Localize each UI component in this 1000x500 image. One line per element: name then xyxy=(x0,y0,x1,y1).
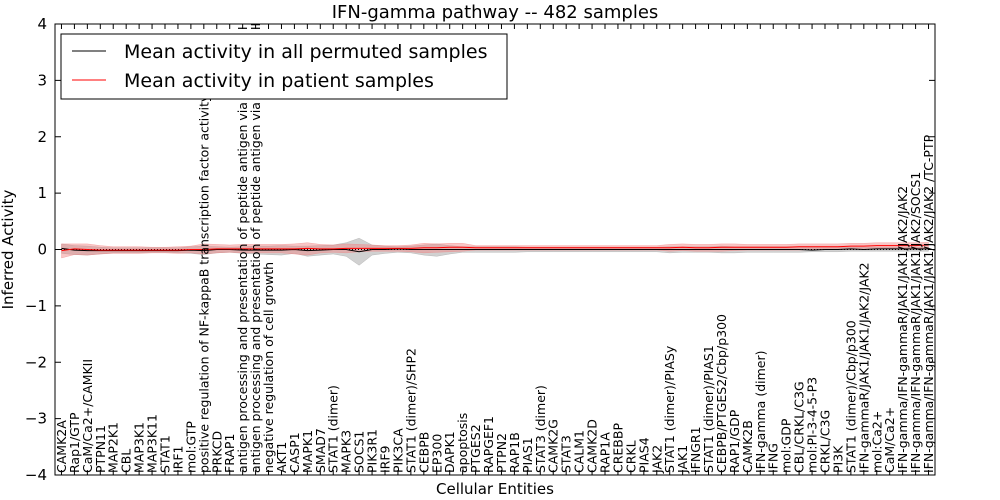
x-tick-label: JAK2 xyxy=(649,445,664,474)
x-tick-label: EP300 xyxy=(429,434,444,473)
x-tick-label: mol:GDP xyxy=(779,418,794,473)
x-tick-label: STAT1 (dimer)/PIAS1 xyxy=(701,345,716,473)
legend-label-1: Mean activity in all permuted samples xyxy=(124,41,487,63)
x-tick-label: IFN-gamma/IFN-gammaR/JAK1/JAK1/JAK2/JAK2 xyxy=(895,186,910,473)
y-tick-label: −1 xyxy=(25,297,47,315)
x-tick-label: STAT1 (dimer)/Cbp/p300 xyxy=(843,320,858,473)
x-tick-label: CBL xyxy=(119,449,134,473)
legend-label-2: Mean activity in patient samples xyxy=(124,70,434,92)
x-tick-label: SOCS1 xyxy=(352,431,367,473)
y-axis-label: Inferred Activity xyxy=(0,189,17,309)
x-tick-label: JAK1 xyxy=(675,445,690,474)
x-tick-label: MAPK3 xyxy=(339,430,354,473)
y-tick-label: 4 xyxy=(37,15,47,33)
y-tick-label: −3 xyxy=(25,410,47,428)
x-tick-label: CRKL/C3G xyxy=(818,410,833,473)
series-band-1 xyxy=(61,237,929,266)
x-tick-label: STAT1 (dimer) xyxy=(326,385,341,473)
x-tick-label: MAP2K1 xyxy=(106,422,121,473)
chart-title: IFN-gamma pathway -- 482 samples xyxy=(332,2,659,23)
x-tick-label: CALM1 xyxy=(572,430,587,473)
y-tick-label: 3 xyxy=(37,71,47,89)
x-tick-label: IFN-gamma (dimer) xyxy=(753,351,768,474)
x-tick-label: CEBPB xyxy=(416,432,431,473)
x-tick-label: PTGES2 xyxy=(468,424,483,473)
x-tick-label: STAT1 (dimer)/PIASy xyxy=(662,345,677,473)
x-tick-label: DAPK1 xyxy=(442,431,457,473)
x-tick-label: STAT1 xyxy=(158,435,173,473)
x-tick-label: RAP1A xyxy=(598,432,613,473)
x-tick-label: SMAD7 xyxy=(313,428,328,473)
x-tick-label: CaM/Ca2+/CAMKII xyxy=(80,359,95,473)
x-tick-label: IFN-gamma/IFN-gammaR/JAK1/JAK1/JAK2/JAK2… xyxy=(921,134,936,473)
series-line-2 xyxy=(61,244,929,252)
x-tick-label: PIK3R1 xyxy=(365,429,380,473)
x-tick-label: STAT3 xyxy=(559,435,574,473)
y-tick-label: −4 xyxy=(25,466,47,484)
legend-box xyxy=(60,33,508,100)
x-tick-label: PIAS1 xyxy=(520,437,535,473)
x-tick-label: IRF9 xyxy=(378,445,393,473)
x-tick-label: CREBBP xyxy=(610,423,625,473)
x-tick-label: IRF1 xyxy=(170,445,185,473)
x-tick-label: MAP3K1 xyxy=(132,422,147,473)
x-tick-label: AKT1 xyxy=(274,442,289,473)
x-tick-label: IFNGR1 xyxy=(688,426,703,473)
x-tick-label: CEBPB/PTGES2/Cbp/p300 xyxy=(714,314,729,473)
x-tick-label: STAT1 (dimer)/SHP2 xyxy=(403,348,418,473)
y-tick-label: 1 xyxy=(37,184,47,202)
x-axis-label: Cellular Entities xyxy=(436,480,554,498)
x-tick-label: MAP3K11 xyxy=(145,414,160,473)
x-tick-label: MAPK1 xyxy=(300,430,315,473)
x-tick-label: PRKCD xyxy=(209,431,224,473)
x-tick-label: STAT3 (dimer) xyxy=(533,385,548,473)
legend: Mean activity in all permuted samples Mea… xyxy=(60,33,508,100)
x-tick-label: PIAS4 xyxy=(636,437,651,473)
y-tick-label: 2 xyxy=(37,128,47,146)
x-tick-label: CAMK2A xyxy=(54,420,69,473)
x-tick-label: mol:Ca2+ xyxy=(869,411,884,473)
series-line-1 xyxy=(61,247,929,253)
x-tick-label: Rap1/GTP xyxy=(67,412,82,473)
x-tick-label: CRKL xyxy=(623,440,638,473)
x-tick-label: PTPN2 xyxy=(494,433,509,473)
x-tick-label: IFNG xyxy=(766,443,781,473)
x-tick-label: CASP1 xyxy=(287,432,302,473)
x-tick-label: RAPGEF1 xyxy=(481,416,496,473)
x-tick-label: PI3K xyxy=(830,445,845,473)
x-tick-label: CAMK2G xyxy=(546,419,561,473)
x-tick-label: IFN-gamma/IFN-gammaR/JAK1/JAK1/JAK2/SOCS… xyxy=(908,172,923,473)
y-tick-label: −2 xyxy=(25,353,47,371)
x-tick-label: mol:PI-3-4-5-P3 xyxy=(805,377,820,473)
x-tick-label: antigen processing and presentation of p… xyxy=(235,26,250,473)
x-tick-label: CaM/Ca2+ xyxy=(882,407,897,473)
x-tick-label: CAMK2B xyxy=(740,420,755,473)
x-tick-label: positive regulation of NF-kappaB transcr… xyxy=(196,94,211,473)
x-tick-label: antigen processing and presentation of p… xyxy=(248,23,263,473)
x-tick-label: CAMK2D xyxy=(585,419,600,473)
x-tick-label: FRAP1 xyxy=(222,434,237,473)
x-tick-label: apoptosis xyxy=(455,413,470,473)
x-tick-label: IFN-gammaR/JAK1/JAK1/JAK2/JAK2 xyxy=(856,262,871,473)
x-tick-label: RAP1B xyxy=(507,432,522,473)
x-tick-label: PIK3CA xyxy=(390,428,405,473)
y-tick-label: 0 xyxy=(37,241,47,259)
x-tick-label: RAP1/GDP xyxy=(727,409,742,473)
x-tick-label: negative regulation of cell growth xyxy=(261,262,276,473)
x-tick-label: PTPN11 xyxy=(93,425,108,473)
x-tick-label: mol:GTP xyxy=(183,421,198,473)
x-tick-label: CBL/CRKL/C3G xyxy=(792,381,807,473)
